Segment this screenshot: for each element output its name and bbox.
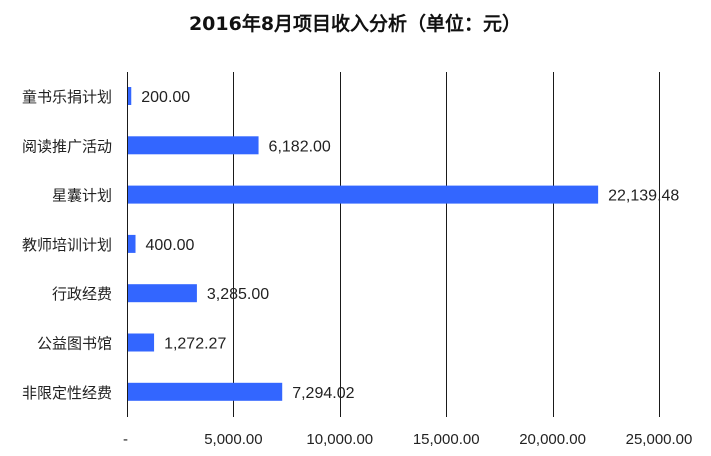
bars [128,87,599,401]
bar-7 [128,382,283,401]
x-tick-label: 25,000.00 [626,431,693,448]
chart-title: 2016年8月项目收入分析（单位：元） [189,12,521,35]
bar-2 [128,136,259,155]
value-labels: 200.00 6,182.00 22,139.48 400.00 3,285.00 1,2… [141,89,679,402]
x-tick-label: 5,000.00 [204,431,262,448]
category-label: 非限定性经费 [22,384,112,402]
value-label: 200.00 [141,89,190,106]
x-tick-label: 15,000.00 [413,431,480,448]
x-tick-label: 20,000.00 [519,431,586,448]
value-label: 7,294.02 [292,385,354,402]
bar-4 [128,234,136,253]
value-label: 6,182.00 [269,138,331,155]
value-label: 400.00 [146,237,195,254]
category-label: 公益图书馆 [37,335,112,353]
value-label: 3,285.00 [207,286,269,303]
category-label: 星囊计划 [52,187,112,205]
value-label: 1,272.27 [164,336,226,353]
category-label: 阅读推广活动 [22,137,112,155]
bar-1 [128,87,132,105]
category-label: 童书乐捐计划 [22,88,112,106]
x-axis-tick-labels: - 5,000.00 10,000.00 15,000.00 20,000.00 25,0… [123,431,692,448]
category-label: 教师培训计划 [22,236,112,254]
gridlines [127,72,660,417]
x-tick-label: 10,000.00 [306,431,373,448]
category-label: 行政经费 [52,285,112,303]
bar-5 [128,284,197,303]
bar-3 [128,185,599,204]
x-tick-label: - [123,431,128,448]
bar-6 [128,333,155,352]
value-label: 22,139.48 [608,188,679,205]
